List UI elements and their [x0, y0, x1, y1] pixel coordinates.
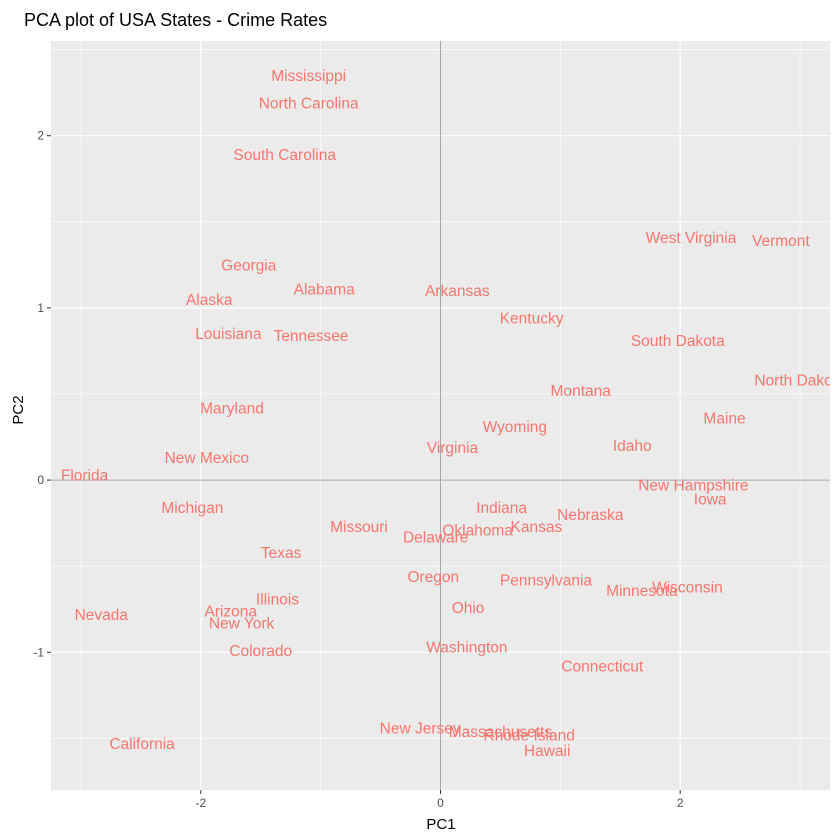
y-axis-title: PC2: [10, 395, 27, 424]
x-tick-label: 0: [437, 796, 444, 810]
point-label: West Virginia: [646, 230, 737, 247]
point-label: Hawaii: [524, 743, 571, 760]
point-label: Colorado: [229, 643, 292, 660]
point-label: Mississippi: [271, 68, 346, 85]
reference-lines: [51, 41, 830, 790]
x-tick-label: 2: [677, 796, 684, 810]
y-tick-label: 0: [37, 473, 44, 487]
point-label: Arizona: [204, 603, 257, 620]
point-label: New Jersey: [380, 721, 461, 738]
point-label: Washington: [426, 640, 507, 657]
point-label: North Carolina: [259, 95, 359, 112]
point-label: California: [109, 736, 175, 753]
point-label: Kentucky: [500, 311, 564, 328]
point-label: South Carolina: [233, 147, 336, 164]
point-label: Michigan: [161, 500, 223, 517]
point-label: Oklahoma: [442, 523, 513, 540]
point-label: Vermont: [752, 233, 810, 250]
point-label: Connecticut: [561, 659, 644, 676]
point-label: Minnesota: [606, 583, 678, 600]
x-axis-ticks: -2 0 2: [195, 790, 684, 810]
point-label: Georgia: [221, 257, 277, 274]
point-label: Maine: [703, 411, 745, 428]
point-label: Louisiana: [195, 326, 262, 343]
y-tick-label: -1: [33, 645, 44, 659]
point-label: Maryland: [200, 400, 264, 417]
point-label: Massachusetts: [449, 724, 553, 741]
point-label: Oregon: [407, 569, 459, 586]
point-label: Texas: [261, 545, 302, 562]
point-label: Alaska: [186, 292, 233, 309]
point-label: Missouri: [330, 519, 388, 536]
point-label: Arkansas: [425, 283, 490, 300]
chart-title: PCA plot of USA States - Crime Rates: [24, 10, 327, 30]
point-label: Kansas: [511, 519, 563, 536]
x-tick-label: -2: [195, 796, 206, 810]
y-tick-label: 1: [37, 301, 44, 315]
x-axis-title: PC1: [426, 816, 455, 833]
point-label: Pennsylvania: [500, 572, 593, 589]
point-label: Florida: [61, 467, 109, 484]
point-label: Rhode Island: [484, 727, 575, 744]
point-label: Ohio: [452, 600, 485, 617]
point-label: Montana: [551, 383, 612, 400]
y-tick-label: 2: [37, 129, 44, 143]
point-label: Nevada: [75, 607, 129, 624]
point-label: New Hampshire: [638, 478, 748, 495]
point-label: Wisconsin: [652, 579, 723, 596]
point-label: Nebraska: [557, 507, 624, 524]
point-label: New York: [209, 615, 275, 632]
point-labels: Mississippi North Carolina South Carolina G…: [61, 68, 840, 760]
point-label: Iowa: [694, 492, 727, 509]
point-label: North Dakota: [754, 373, 840, 390]
point-label: Virginia: [427, 440, 479, 457]
point-label: Wyoming: [483, 419, 547, 436]
point-label: Delaware: [403, 529, 468, 546]
point-label: Alabama: [294, 281, 356, 298]
y-axis-ticks: -1 0 1 2: [33, 129, 51, 659]
point-label: Indiana: [476, 500, 527, 517]
point-label: Tennessee: [274, 328, 349, 345]
point-label: Illinois: [256, 591, 299, 608]
point-label: South Dakota: [631, 333, 725, 350]
point-label: New Mexico: [165, 450, 249, 467]
point-label: Idaho: [613, 438, 652, 455]
